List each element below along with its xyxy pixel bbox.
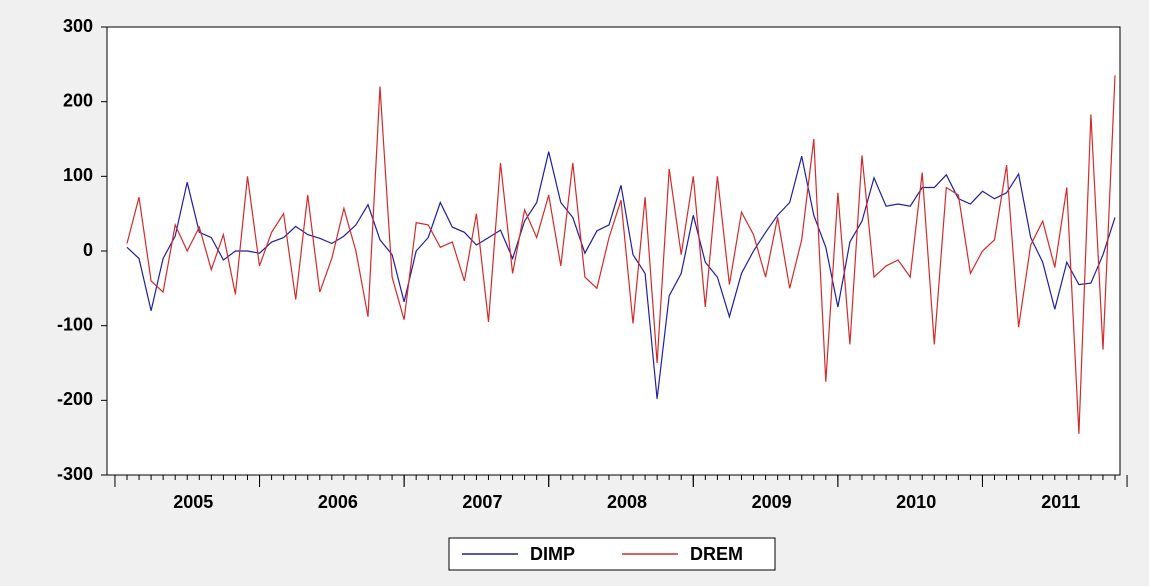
x-tick-label: 2010 xyxy=(896,492,936,512)
y-tick-label: -300 xyxy=(57,464,93,484)
x-tick-label: 2007 xyxy=(462,492,502,512)
series-line xyxy=(126,151,1116,399)
x-tick-label: 2011 xyxy=(1041,492,1080,512)
x-tick-label: 2005 xyxy=(173,492,213,512)
y-tick-label: 0 xyxy=(83,240,93,260)
legend-label: DREM xyxy=(690,544,743,564)
y-tick-label: -100 xyxy=(57,314,93,334)
legend-label: DIMP xyxy=(530,544,575,564)
x-tick-label: 2006 xyxy=(318,492,358,512)
y-tick-label: 200 xyxy=(63,90,93,110)
y-tick-label: 300 xyxy=(63,16,93,36)
plot-area xyxy=(106,26,1121,476)
series-line xyxy=(126,75,1116,434)
x-tick-label: 2008 xyxy=(607,492,647,512)
x-tick-label: 2009 xyxy=(752,492,792,512)
y-tick-label: 100 xyxy=(63,165,93,185)
y-tick-label: -200 xyxy=(57,389,93,409)
